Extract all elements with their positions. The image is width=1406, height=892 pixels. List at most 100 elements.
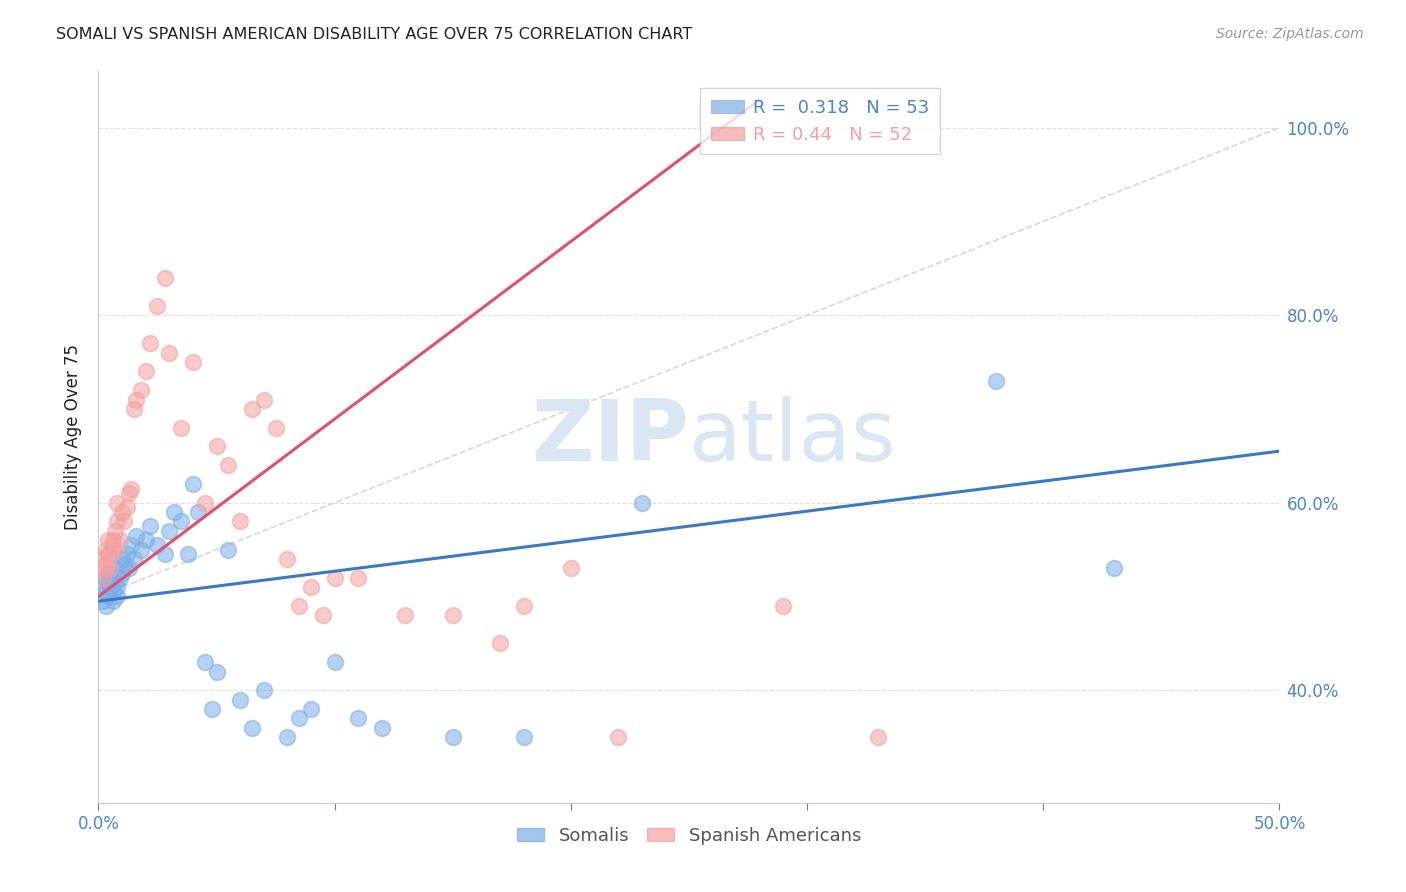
Point bbox=[125, 528, 148, 542]
Point bbox=[97, 533, 120, 548]
Y-axis label: Disability Age Over 75: Disability Age Over 75 bbox=[65, 344, 83, 530]
Point bbox=[111, 566, 134, 580]
Point bbox=[253, 683, 276, 698]
Point bbox=[97, 547, 120, 561]
Point bbox=[630, 496, 652, 510]
Text: atlas: atlas bbox=[689, 395, 897, 479]
Point bbox=[157, 524, 180, 538]
Point bbox=[98, 547, 121, 561]
Point bbox=[104, 561, 127, 575]
Point bbox=[194, 496, 217, 510]
Point bbox=[560, 561, 582, 575]
Point bbox=[101, 594, 124, 608]
Point bbox=[323, 655, 346, 669]
Point bbox=[276, 730, 298, 744]
Point bbox=[108, 571, 131, 585]
Point bbox=[91, 571, 114, 585]
Point bbox=[512, 730, 534, 744]
Point bbox=[105, 590, 128, 604]
Point bbox=[201, 702, 224, 716]
Point bbox=[205, 440, 228, 454]
Point bbox=[112, 557, 135, 571]
Point bbox=[253, 392, 276, 407]
Point bbox=[229, 692, 252, 706]
Point bbox=[94, 599, 117, 613]
Point bbox=[157, 345, 180, 359]
Point bbox=[441, 608, 464, 623]
Point bbox=[276, 552, 298, 566]
Point bbox=[90, 552, 112, 566]
Point bbox=[772, 599, 794, 613]
Point bbox=[94, 557, 117, 571]
Text: Source: ZipAtlas.com: Source: ZipAtlas.com bbox=[1216, 27, 1364, 41]
Point bbox=[240, 401, 263, 416]
Point bbox=[205, 665, 228, 679]
Legend: Somalis, Spanish Americans: Somalis, Spanish Americans bbox=[509, 820, 869, 852]
Point bbox=[170, 420, 193, 434]
Point bbox=[1102, 561, 1125, 575]
Point bbox=[240, 721, 263, 735]
Point bbox=[121, 482, 143, 496]
Point bbox=[111, 552, 134, 566]
Point bbox=[112, 515, 135, 529]
Point bbox=[98, 566, 121, 580]
Point bbox=[217, 542, 239, 557]
Point bbox=[129, 383, 152, 397]
Point bbox=[91, 571, 114, 585]
Point bbox=[101, 538, 124, 552]
Point bbox=[135, 533, 157, 548]
Point bbox=[104, 524, 127, 538]
Point bbox=[115, 547, 138, 561]
Point bbox=[105, 580, 128, 594]
Point bbox=[94, 584, 117, 599]
Point bbox=[122, 401, 145, 416]
Point bbox=[121, 538, 143, 552]
Point bbox=[94, 542, 117, 557]
Point bbox=[489, 636, 512, 650]
Point bbox=[607, 730, 630, 744]
Point bbox=[153, 547, 176, 561]
Point bbox=[98, 580, 121, 594]
Point bbox=[187, 505, 209, 519]
Point bbox=[229, 515, 252, 529]
Point bbox=[104, 575, 127, 590]
Point bbox=[90, 580, 112, 594]
Point bbox=[299, 580, 322, 594]
Point bbox=[299, 702, 322, 716]
Point bbox=[105, 496, 128, 510]
Point bbox=[441, 730, 464, 744]
Point bbox=[181, 355, 204, 369]
Point bbox=[177, 547, 200, 561]
Point bbox=[288, 599, 311, 613]
Point bbox=[163, 505, 186, 519]
Point bbox=[264, 420, 287, 434]
Text: ZIP: ZIP bbox=[531, 395, 689, 479]
Point bbox=[122, 552, 145, 566]
Point bbox=[91, 594, 114, 608]
Point bbox=[181, 477, 204, 491]
Point bbox=[866, 730, 889, 744]
Point bbox=[217, 458, 239, 473]
Point bbox=[371, 721, 394, 735]
Point bbox=[984, 374, 1007, 388]
Point bbox=[91, 561, 114, 575]
Point bbox=[347, 571, 370, 585]
Point bbox=[105, 515, 128, 529]
Point bbox=[288, 711, 311, 725]
Point bbox=[146, 299, 169, 313]
Text: SOMALI VS SPANISH AMERICAN DISABILITY AGE OVER 75 CORRELATION CHART: SOMALI VS SPANISH AMERICAN DISABILITY AG… bbox=[56, 27, 693, 42]
Point bbox=[323, 571, 346, 585]
Point bbox=[153, 270, 176, 285]
Point bbox=[129, 542, 152, 557]
Point bbox=[146, 538, 169, 552]
Point bbox=[104, 542, 127, 557]
Point bbox=[98, 561, 121, 575]
Point bbox=[101, 533, 124, 548]
Point bbox=[115, 500, 138, 515]
Point bbox=[139, 336, 162, 351]
Point bbox=[512, 599, 534, 613]
Point bbox=[118, 561, 141, 575]
Point bbox=[97, 575, 120, 590]
Point bbox=[347, 711, 370, 725]
Point bbox=[312, 608, 335, 623]
